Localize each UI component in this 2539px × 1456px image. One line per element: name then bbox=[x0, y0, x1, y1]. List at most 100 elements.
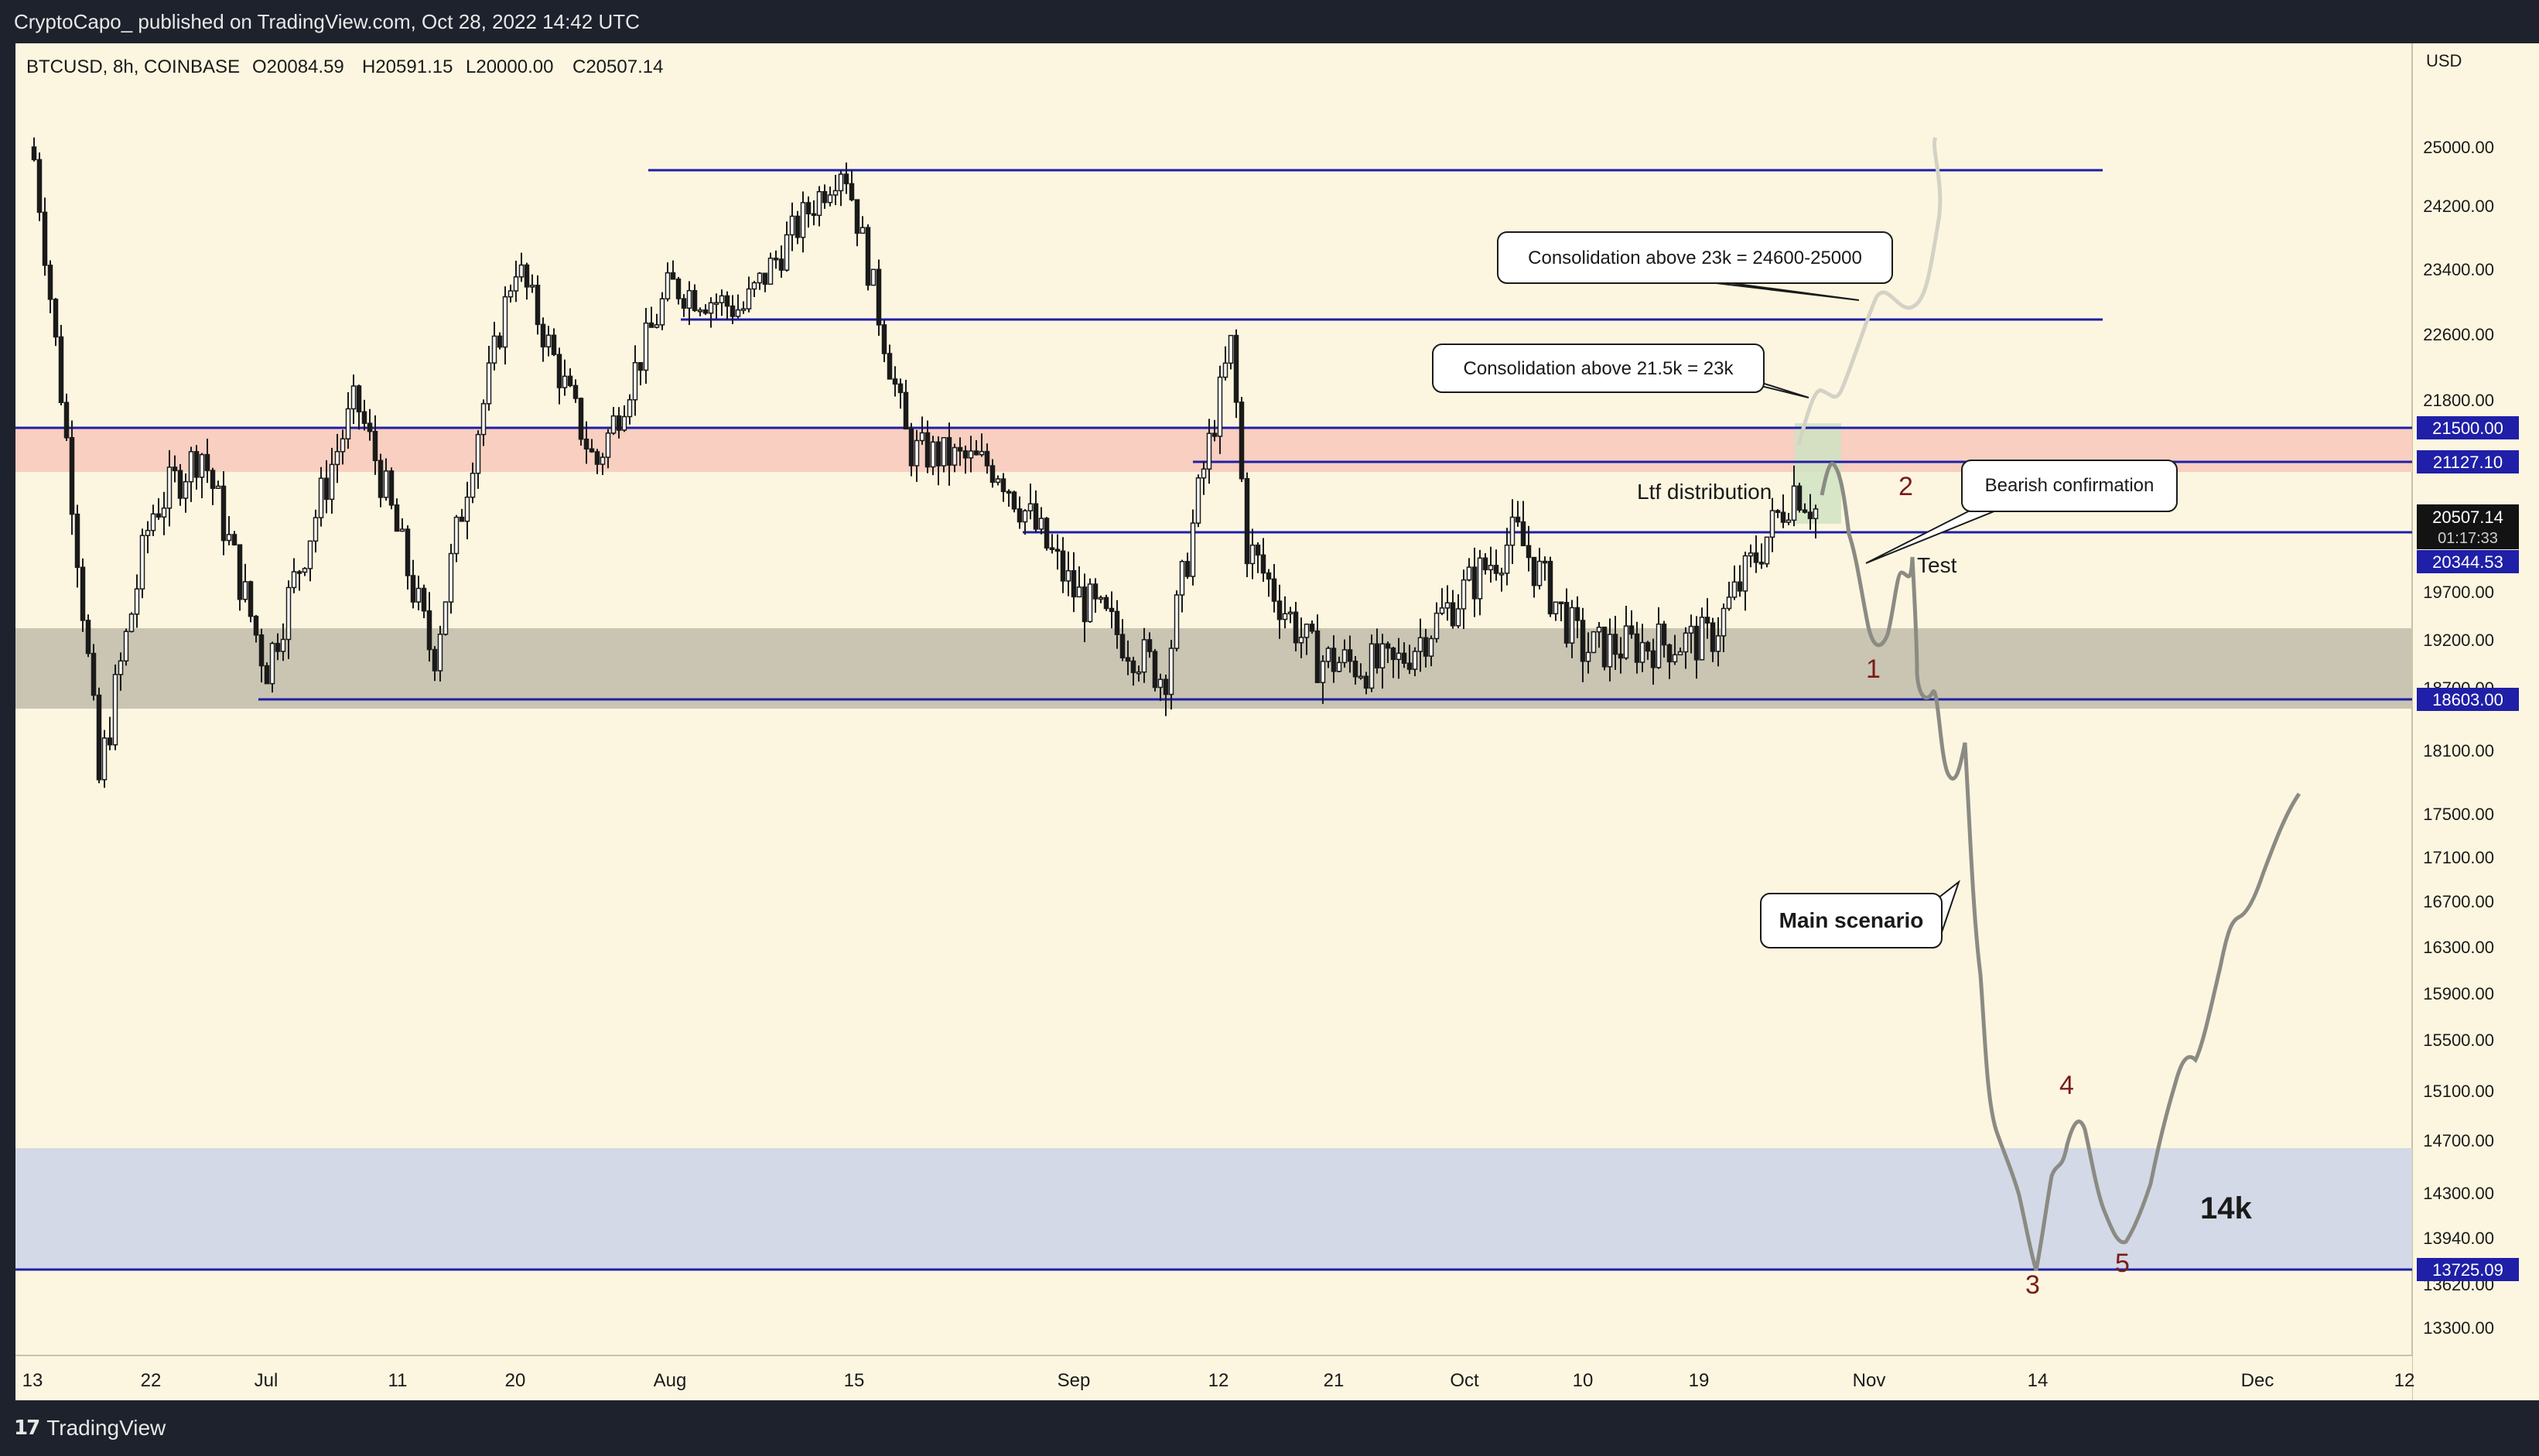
candle-body bbox=[984, 450, 990, 467]
candle-body bbox=[210, 470, 216, 489]
wave-label-2: 2 bbox=[1898, 472, 1913, 501]
candle-body bbox=[264, 665, 270, 685]
candle-body bbox=[751, 282, 757, 290]
candle-body bbox=[1526, 545, 1532, 559]
candle-body bbox=[1769, 510, 1775, 538]
candle-body bbox=[285, 586, 292, 641]
candle-body bbox=[1244, 477, 1250, 565]
candle-body bbox=[648, 322, 654, 328]
candle-body bbox=[1092, 583, 1099, 600]
wave-label-1: 1 bbox=[1866, 655, 1881, 684]
candle-body bbox=[1623, 625, 1629, 659]
candle-body bbox=[1628, 625, 1635, 635]
price-tag-18603-text: 18603.00 bbox=[2432, 690, 2503, 709]
candle-body bbox=[767, 258, 774, 285]
candle-body bbox=[101, 737, 108, 781]
ohlc-open: O20084.59 bbox=[252, 56, 344, 77]
candle-body bbox=[183, 480, 189, 499]
candle-body bbox=[1672, 654, 1678, 663]
candle-body bbox=[589, 448, 595, 453]
candle-body bbox=[437, 634, 443, 672]
candle-body bbox=[637, 362, 644, 371]
candle-body bbox=[1341, 649, 1348, 664]
symbol-legend[interactable]: BTCUSD, 8h, COINBASE O20084.59 H20591.15… bbox=[26, 56, 663, 77]
candle-body bbox=[313, 517, 319, 542]
candle-body bbox=[1780, 511, 1786, 523]
candle-body bbox=[1515, 516, 1521, 523]
candle-body bbox=[502, 296, 508, 348]
candle-body bbox=[1488, 565, 1494, 571]
ltf-distribution-label: Ltf distribution bbox=[1637, 480, 1772, 504]
candle-body bbox=[242, 581, 248, 600]
candle-body bbox=[1634, 633, 1640, 663]
price-tick-label: 22600.00 bbox=[2423, 325, 2494, 344]
candle-body bbox=[859, 227, 866, 234]
time-tick-label: Oct bbox=[1450, 1370, 1479, 1391]
candle-body bbox=[1201, 468, 1207, 479]
candle-body bbox=[572, 385, 579, 399]
candle-body bbox=[1607, 634, 1613, 668]
candle-body bbox=[1152, 651, 1158, 689]
callout-main-scenario: Main scenario bbox=[1760, 880, 1961, 948]
candle-body bbox=[128, 614, 135, 632]
candle-body bbox=[1434, 612, 1440, 640]
candle-body bbox=[1233, 334, 1239, 403]
candle-body bbox=[1157, 678, 1164, 689]
callout-bearish-confirmation: Bearish confirmation bbox=[1865, 460, 2178, 564]
candle-body bbox=[513, 276, 519, 292]
candle-body bbox=[887, 353, 893, 380]
candle-body bbox=[605, 432, 611, 458]
tradingview-brand[interactable]: 17 TradingView bbox=[14, 1416, 166, 1441]
candle-body bbox=[1325, 648, 1331, 662]
candle-body bbox=[166, 467, 173, 509]
candle-body bbox=[724, 295, 730, 307]
candle-body bbox=[1146, 639, 1153, 652]
projection-bullish-path bbox=[1796, 136, 1943, 446]
price-chart[interactable]: Consolidation above 23k = 24600-25000 Co… bbox=[0, 43, 2539, 1400]
candle-body bbox=[973, 450, 979, 456]
candle-body bbox=[1103, 596, 1109, 610]
publish-header: CryptoCapo_ published on TradingView.com… bbox=[0, 0, 2539, 43]
candle-body bbox=[1211, 432, 1218, 437]
price-tag-21500-text: 21500.00 bbox=[2432, 419, 2503, 438]
price-tick-label: 14700.00 bbox=[2423, 1131, 2494, 1150]
price-tag-20344: 20344.53 bbox=[2417, 550, 2519, 573]
candle-body bbox=[600, 456, 606, 465]
candle-body bbox=[610, 415, 617, 434]
candle-body bbox=[1082, 586, 1088, 623]
candle-body bbox=[91, 652, 97, 696]
candle-body bbox=[1076, 586, 1082, 598]
candle-body bbox=[1217, 376, 1223, 437]
candle-body bbox=[1331, 648, 1337, 672]
candle-body bbox=[188, 451, 194, 483]
candle-body bbox=[215, 485, 221, 489]
candle-body bbox=[1764, 536, 1770, 565]
candle-body bbox=[713, 302, 719, 305]
candle-body bbox=[226, 534, 232, 542]
candle-body bbox=[1401, 652, 1407, 664]
price-tick-label: 13940.00 bbox=[2423, 1229, 2494, 1248]
candle-body bbox=[870, 268, 877, 286]
candle-body bbox=[654, 324, 660, 328]
symbol-name[interactable]: BTCUSD, 8h, COINBASE bbox=[26, 56, 240, 77]
candle-body bbox=[784, 234, 790, 271]
candle-body bbox=[545, 334, 552, 348]
candle-body bbox=[1255, 544, 1261, 556]
time-tick-label: 12 bbox=[2394, 1370, 2415, 1391]
candle-body bbox=[881, 324, 887, 354]
candle-body bbox=[31, 146, 37, 161]
candle-body bbox=[621, 415, 627, 431]
candle-body bbox=[551, 334, 557, 355]
candle-body bbox=[383, 470, 389, 498]
price-tick-label: 16300.00 bbox=[2423, 938, 2494, 957]
candle-body bbox=[1786, 519, 1792, 523]
price-tag-current: 20507.14 01:17:33 bbox=[2417, 504, 2519, 549]
candle-body bbox=[838, 173, 844, 192]
candle-body bbox=[665, 272, 671, 299]
candle-body bbox=[816, 191, 822, 217]
candle-body bbox=[1141, 639, 1147, 673]
candle-body bbox=[1693, 625, 1700, 661]
price-tick-label: 15500.00 bbox=[2423, 1030, 2494, 1050]
candle-body bbox=[876, 268, 882, 326]
candle-body bbox=[155, 513, 162, 518]
